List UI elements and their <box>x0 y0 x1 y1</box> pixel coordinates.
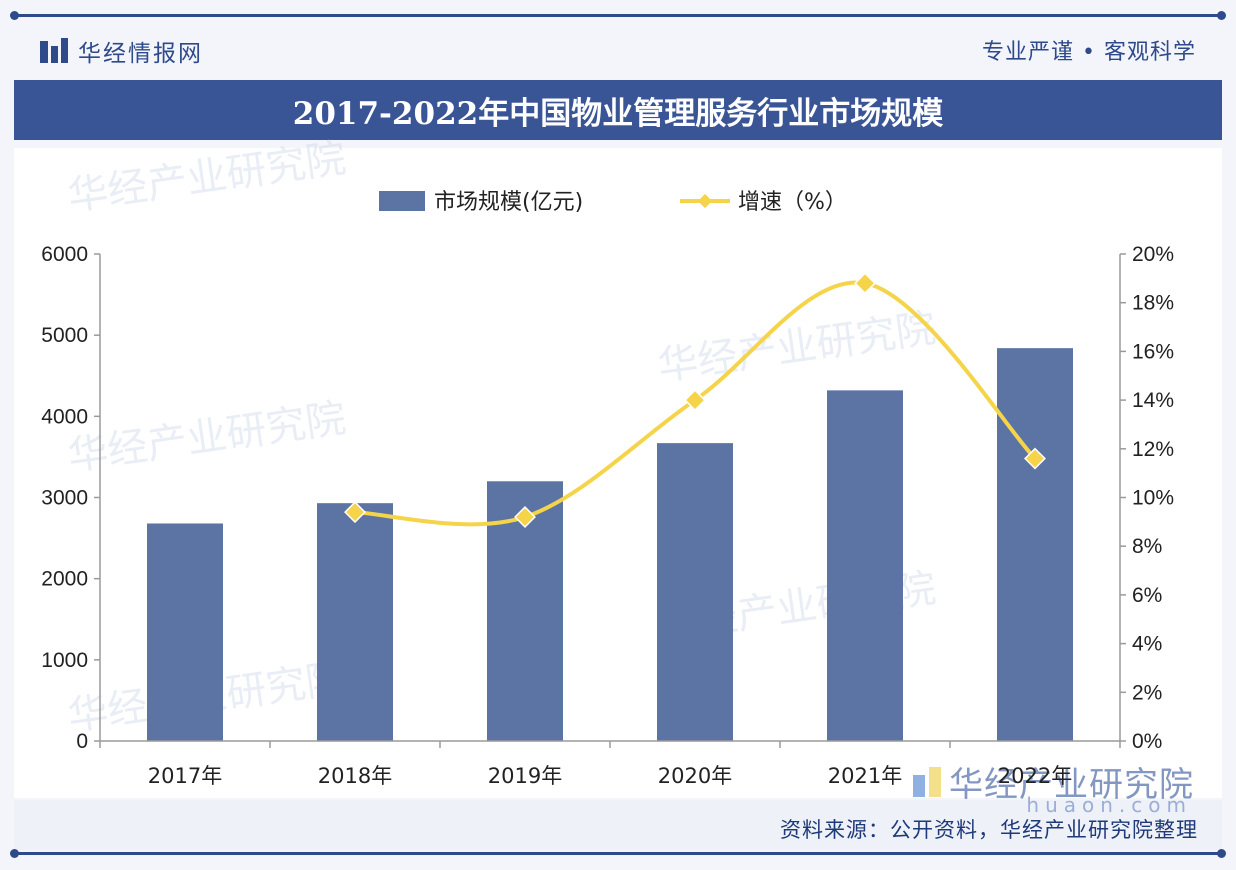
watermark-brand-text: 华经产业研究院 <box>949 765 1194 805</box>
y-tick-label: 5000 <box>41 324 88 347</box>
y-tick-label: 2000 <box>41 568 88 591</box>
growth-point <box>514 506 536 528</box>
watermark-text: 华经产业研究院 <box>65 135 349 220</box>
legend-line-marker <box>697 193 713 209</box>
y2-tick-label: 14% <box>1132 389 1174 412</box>
y2-tick-label: 20% <box>1132 243 1174 266</box>
y2-tick-label: 4% <box>1132 633 1162 656</box>
y2-tick-label: 18% <box>1132 292 1174 315</box>
bar <box>147 523 223 741</box>
line-series <box>344 272 1046 528</box>
y2-tick-label: 8% <box>1132 535 1162 558</box>
bar <box>997 348 1073 741</box>
y-tick-label: 4000 <box>41 405 88 428</box>
growth-point <box>344 501 366 524</box>
y2-tick-label: 16% <box>1132 340 1174 363</box>
bar <box>657 443 733 741</box>
logo-icon <box>40 38 68 63</box>
slogan: 专业严谨 • 客观科学 <box>982 40 1196 65</box>
x-tick-label: 2022年 <box>998 764 1072 788</box>
watermark-text: 华经产业研究院 <box>65 395 349 480</box>
top-divider <box>10 11 1226 20</box>
title-bar: 2017-2022年中国物业管理服务行业市场规模 <box>14 80 1222 140</box>
y-tick-label: 3000 <box>41 487 88 510</box>
x-tick-label: 2017年 <box>148 764 222 788</box>
x-tick-label: 2021年 <box>828 764 902 788</box>
watermark-url: huaon.com <box>1026 793 1192 817</box>
logo: 华经情报网 <box>40 34 203 68</box>
y2-tick-label: 12% <box>1132 438 1174 461</box>
y2-tick-label: 0% <box>1132 730 1162 753</box>
bottom-divider <box>10 849 1226 858</box>
growth-point <box>684 389 706 412</box>
y-tick-label: 1000 <box>41 649 88 672</box>
y2-tick-label: 10% <box>1132 487 1174 510</box>
y2-tick-label: 2% <box>1132 681 1162 704</box>
y2-tick-label: 6% <box>1132 584 1162 607</box>
growth-point <box>1024 447 1046 470</box>
footer-band <box>14 800 1222 850</box>
logo-text: 华经情报网 <box>78 41 203 67</box>
y-tick-label: 6000 <box>41 243 88 266</box>
x-tick-label: 2018年 <box>318 764 392 788</box>
bar <box>317 503 393 741</box>
growth-line <box>354 280 1037 527</box>
legend-bar-swatch <box>379 191 425 211</box>
watermark-logo-icon <box>913 766 941 797</box>
watermark-text: 华经产业研究院 <box>655 305 939 390</box>
axes: 0 1000 2000 3000 4000 5000 6000 0% 2% 4% 6% 8% 10% 12… <box>41 243 1174 788</box>
source-note: 资料来源：公开资料，华经产业研究院整理 <box>780 818 1198 842</box>
chart-title: 2017-2022年中国物业管理服务行业市场规模 <box>292 95 944 132</box>
legend: 市场规模(亿元) 增速（%） <box>379 190 847 215</box>
x-tick-label: 2019年 <box>488 764 562 788</box>
y-tick-label: 0 <box>76 730 88 753</box>
legend-bar-label: 市场规模(亿元) <box>434 190 583 215</box>
legend-line-label: 增速（%） <box>738 190 847 215</box>
growth-point <box>854 272 876 295</box>
watermark-brand: 华经产业研究院 <box>913 757 1194 806</box>
x-tick-label: 2020年 <box>658 764 732 788</box>
bar-series <box>147 348 1073 741</box>
bar <box>827 390 903 741</box>
